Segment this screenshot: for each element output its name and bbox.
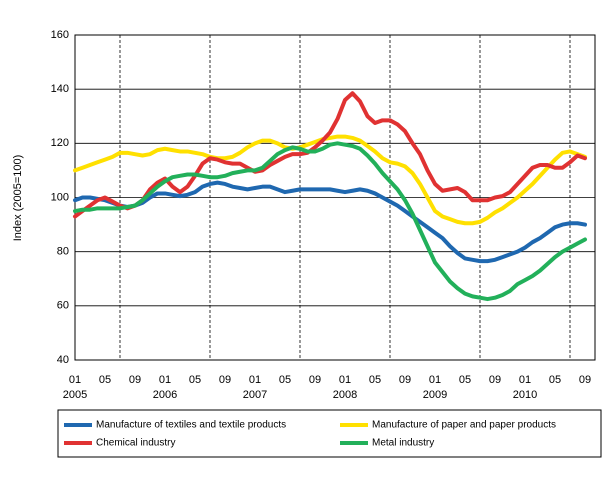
legend-box xyxy=(57,409,602,458)
x-tick-label: 05 xyxy=(99,374,111,386)
x-year-label: 2008 xyxy=(333,389,357,401)
series-line xyxy=(73,91,587,219)
x-tick-label: 05 xyxy=(369,374,381,386)
x-tick-label: 09 xyxy=(219,374,231,386)
y-tick-label: 60 xyxy=(57,300,69,312)
legend-label: Metal industry xyxy=(372,438,434,449)
x-tick-label: 01 xyxy=(429,374,441,386)
x-year-label: 2005 xyxy=(63,389,87,401)
y-tick-label: 140 xyxy=(51,83,69,95)
plot-frame xyxy=(74,34,596,361)
legend-label: Chemical industry xyxy=(96,438,175,449)
y-tick-label: 100 xyxy=(51,191,69,203)
series-line xyxy=(73,134,587,226)
y-tick-label: 80 xyxy=(57,246,69,258)
y-tick-label: 40 xyxy=(57,354,69,366)
x-tick-label: 09 xyxy=(489,374,501,386)
x-year-label: 2006 xyxy=(153,389,177,401)
x-tick-label: 01 xyxy=(249,374,261,386)
series-line xyxy=(73,180,587,264)
series-line xyxy=(73,141,587,302)
legend-label: Manufacture of paper and paper products xyxy=(372,420,556,431)
x-tick-label: 09 xyxy=(579,374,591,386)
y-tick-label: 120 xyxy=(51,137,69,149)
legend-label: Manufacture of textiles and textile prod… xyxy=(96,420,286,431)
x-tick-label: 01 xyxy=(159,374,171,386)
x-tick-label: 05 xyxy=(189,374,201,386)
x-tick-label: 01 xyxy=(339,374,351,386)
x-year-label: 2007 xyxy=(243,389,267,401)
x-tick-label: 01 xyxy=(519,374,531,386)
x-tick-label: 09 xyxy=(399,374,411,386)
x-year-label: 2009 xyxy=(423,389,447,401)
x-tick-label: 01 xyxy=(69,374,81,386)
x-year-label: 2010 xyxy=(513,389,537,401)
x-tick-label: 05 xyxy=(549,374,561,386)
y-tick-label: 160 xyxy=(51,29,69,41)
x-tick-label: 09 xyxy=(309,374,321,386)
y-axis-label: Index (2005=100) xyxy=(12,155,24,242)
x-tick-label: 09 xyxy=(129,374,141,386)
x-tick-label: 05 xyxy=(459,374,471,386)
x-tick-label: 05 xyxy=(279,374,291,386)
